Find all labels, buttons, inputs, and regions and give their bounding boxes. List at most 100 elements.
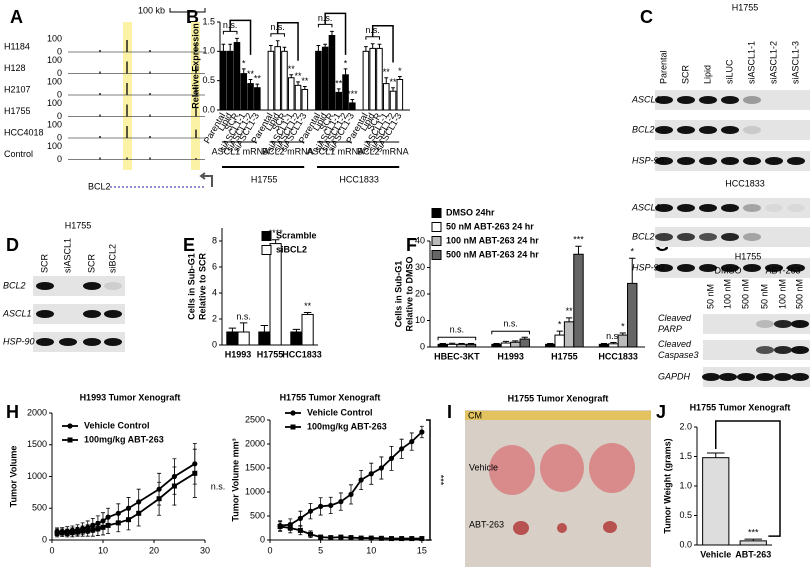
y-tick-label: 0 [420,341,425,351]
point [308,531,313,537]
y-tick-label: 20 [415,288,425,298]
band [721,157,739,165]
row-label: PARP [658,324,682,334]
bar [598,343,610,348]
error-bar [260,325,269,332]
bar [739,540,767,546]
bar [437,343,448,348]
lane-label: SCR [39,253,49,273]
point [80,528,86,534]
y-tick-label: 10 [415,315,425,325]
row-label: HSP-90 [3,336,35,346]
error-bar [502,340,510,344]
error-bar [397,76,402,80]
track-peak [99,104,197,117]
bar [382,83,390,111]
y-axis-label: Cells in Sub-G1 [393,261,403,328]
bar [545,343,556,348]
highlight [191,22,200,170]
lane-label: Lipid [702,65,712,84]
band [699,126,717,134]
error-bar [493,343,500,345]
y-tick-label: 2 [212,313,217,323]
panel-letter: I [447,402,452,422]
band [655,264,673,272]
point [348,491,354,497]
track-ymax: 100 [47,33,62,43]
point [171,483,177,489]
bracket [317,23,333,28]
legend-marker [67,437,73,443]
row-label: Cleaved [658,313,692,323]
x-tick-label: 0 [267,545,272,555]
band [83,310,101,318]
error-bar [449,342,456,345]
blot-strip [703,314,810,334]
row-label: BCL2 [632,124,655,134]
bar [446,343,458,348]
lane-label: SCR [680,64,690,84]
scale-label: 100 kb [138,5,165,15]
y-tick-label: 1.0 [679,480,692,490]
error-bar [282,46,287,52]
band [743,264,761,272]
error-bar [629,257,636,284]
error-bar [323,43,328,48]
bar [702,457,730,546]
row-label: Cleaved [658,339,692,349]
row-label: Caspase3 [658,350,699,360]
section-label: H1755 [732,2,759,12]
y-tick-label: 40 [415,235,425,245]
significance: ** [383,67,391,77]
point [59,530,65,536]
error-bar [600,343,608,345]
error-bar [255,83,260,88]
panel-letter: H [6,402,19,422]
band [721,264,739,272]
bar [287,77,295,111]
row-label: ASCL1 [631,202,661,212]
panel-letter: D [6,235,19,255]
bar [519,338,530,348]
x-tick-label: 10 [98,545,108,555]
bar [335,91,343,111]
error-bar [228,43,233,52]
y-tick-label: 0.0 [202,104,215,114]
point [115,510,121,516]
band [699,157,717,165]
y-tick-label: 2.0 [679,421,692,431]
band [743,157,761,165]
band [104,310,122,318]
band [655,233,673,241]
legend-marker [67,423,73,429]
lane-label: siASCL1 [62,238,72,273]
bracket [715,420,781,537]
y-axis-label: Tumor Volume mm³ [230,438,240,521]
band [721,204,739,212]
lane-label: 50 nM [705,284,715,309]
y-axis-label: Tumor Volume [8,446,18,508]
error-bar [610,341,617,344]
lane-label: siBCL2 [107,244,117,273]
y-tick-label: 2000 [27,407,47,417]
point [338,499,344,505]
x-tick-label: 15 [417,545,427,555]
significance: * [242,58,246,68]
y-axis-label: Relative Expression [190,23,200,109]
band [655,157,673,165]
error-bar [547,343,554,345]
point [419,429,425,435]
band [104,338,122,346]
band [756,320,774,328]
band [721,96,739,104]
band [756,373,774,381]
point [136,510,142,516]
legend-label: 100mg/kg ABT-263 [307,421,387,431]
bar [240,73,248,111]
bracket [371,24,394,63]
point [419,536,425,542]
significance: ** [390,77,398,87]
track-peak [99,40,197,52]
error-bar [336,88,341,93]
point [318,534,324,540]
